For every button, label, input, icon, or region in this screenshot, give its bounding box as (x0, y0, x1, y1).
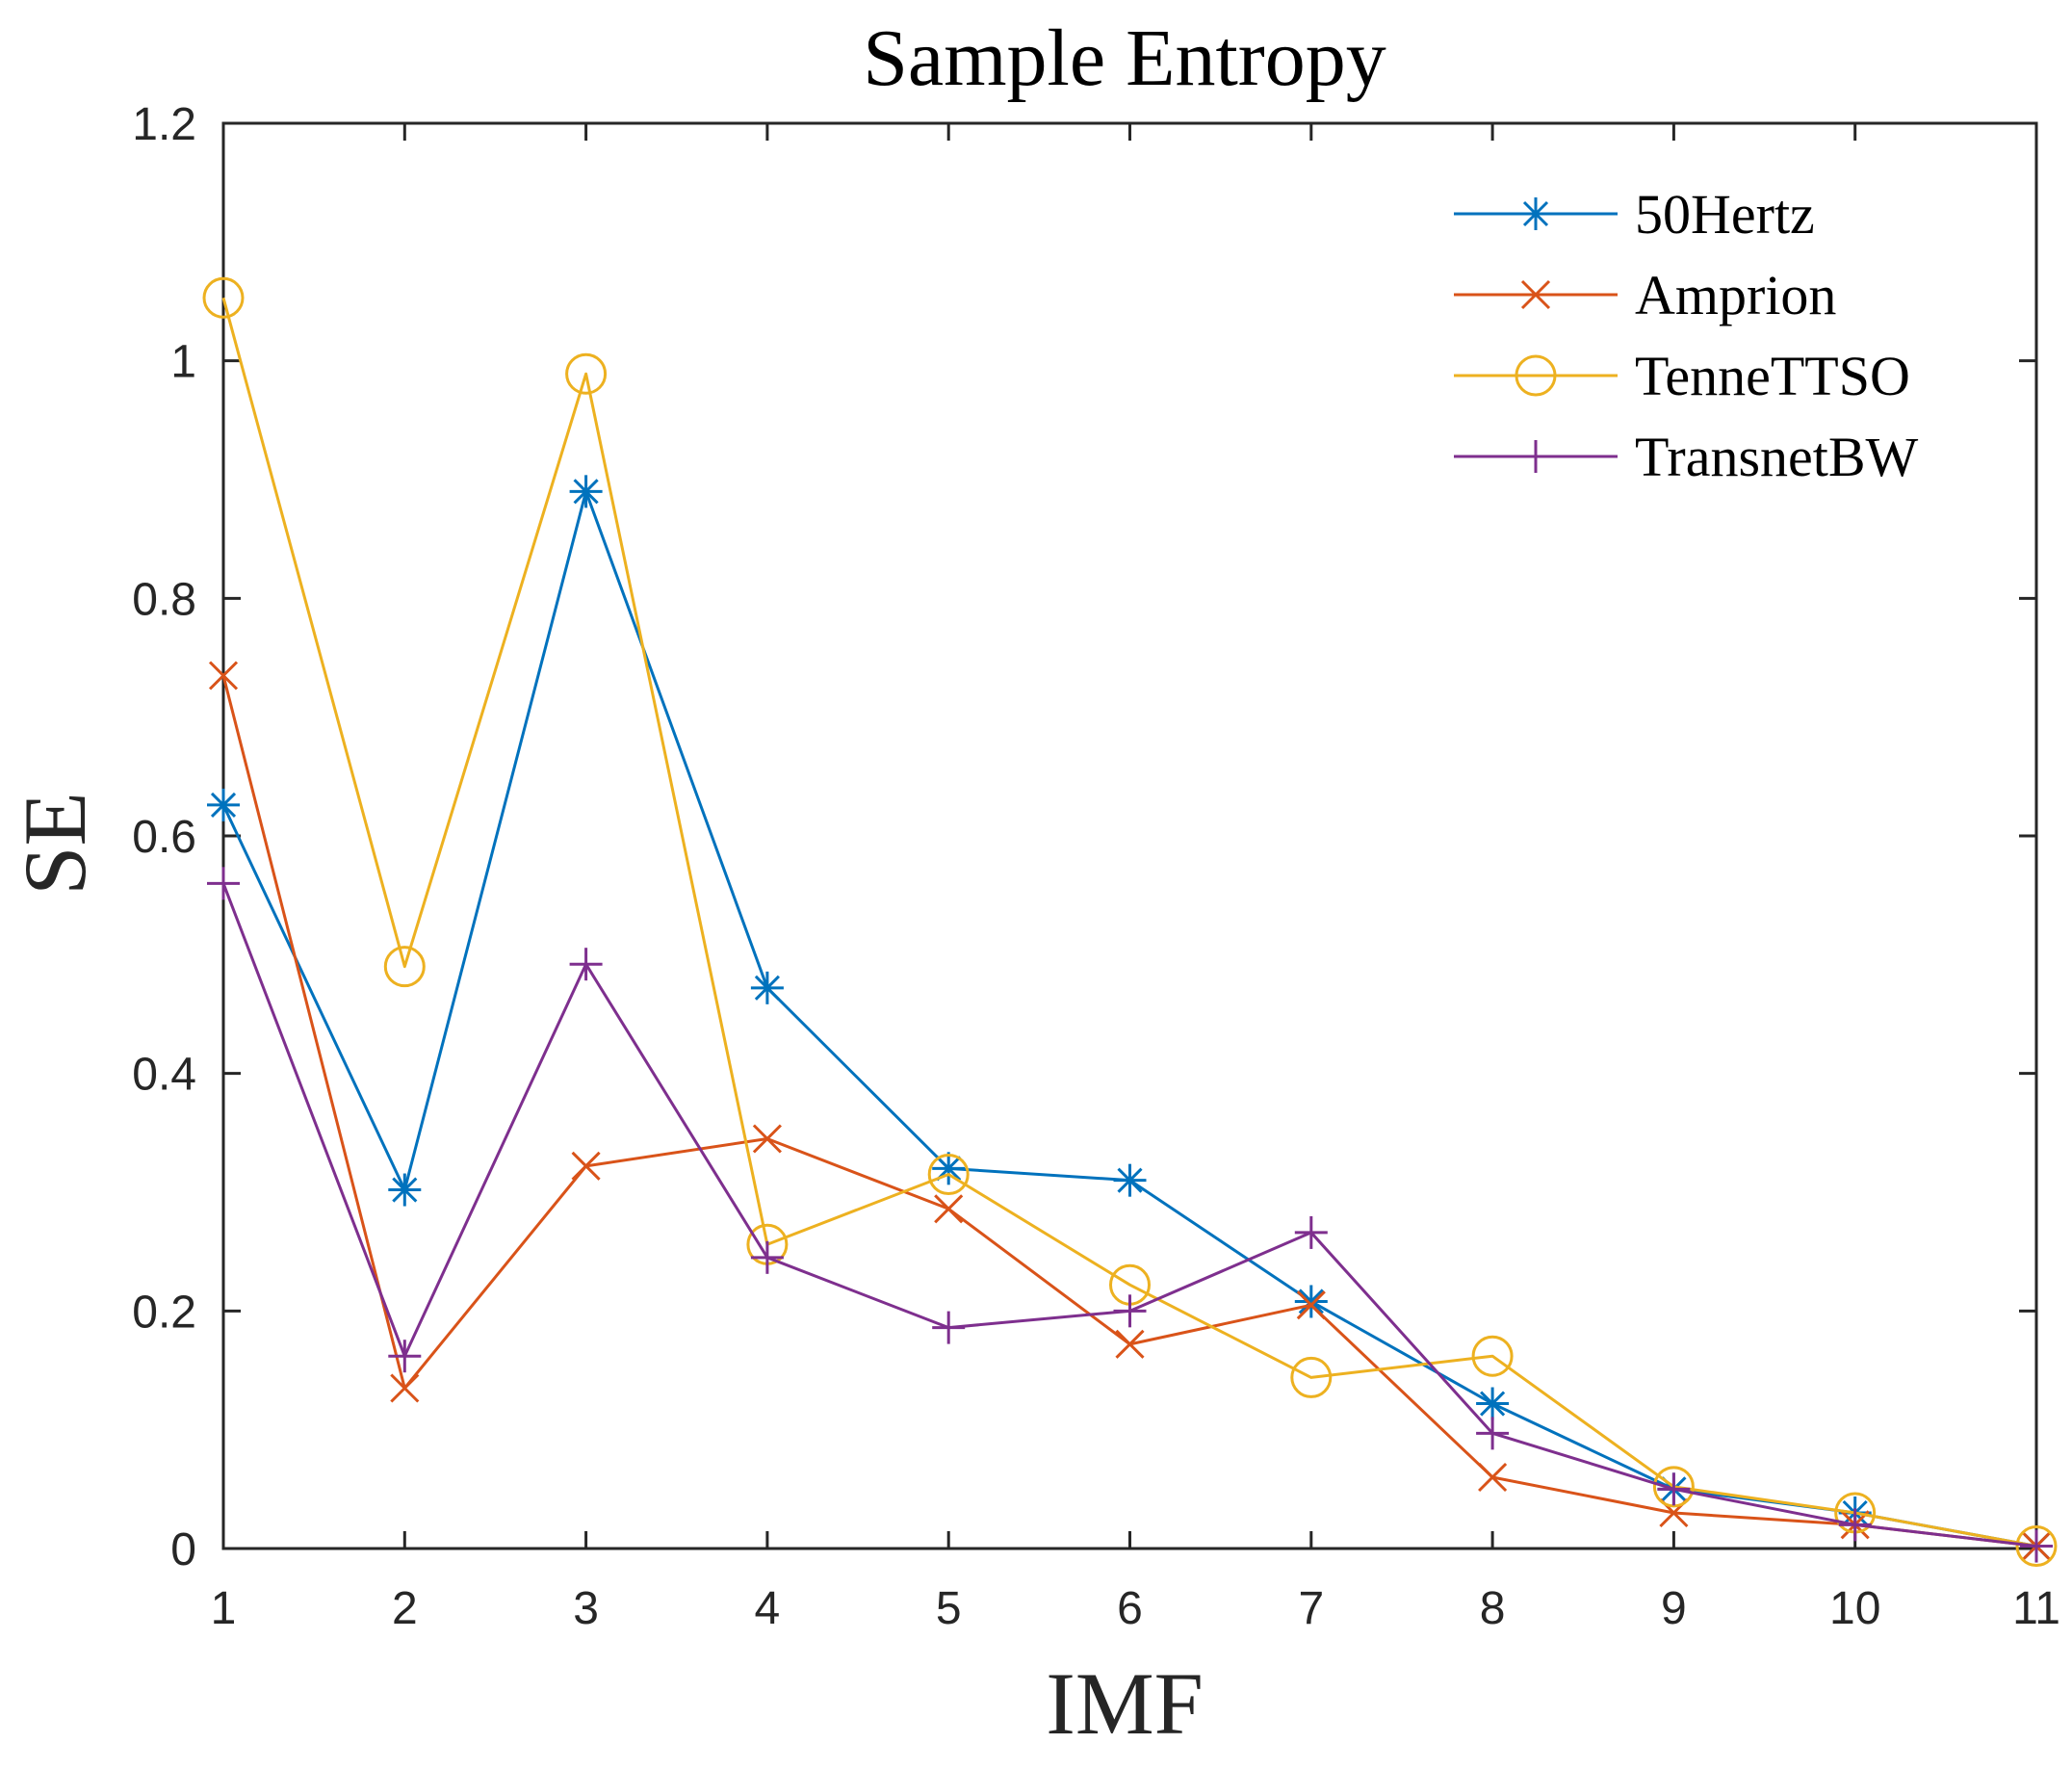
data-point-amprion (752, 1124, 782, 1154)
legend-marker-50hertz (1519, 197, 1552, 230)
data-point-amprion (390, 1373, 420, 1403)
data-point-tennettso (1652, 1466, 1695, 1508)
legend-label-tennettso: TenneTTSO (1635, 345, 1910, 407)
y-tick-label: 0.2 (132, 1287, 196, 1338)
data-point-50hertz (388, 1173, 422, 1207)
legend-marker-transnetbw (1519, 440, 1552, 473)
data-point-50hertz (750, 971, 784, 1004)
x-tick-label: 1 (211, 1583, 237, 1634)
data-point-50hertz (207, 788, 240, 821)
x-tick-label: 2 (392, 1583, 418, 1634)
y-tick-label: 0.4 (132, 1050, 196, 1101)
x-tick-label: 10 (1829, 1583, 1880, 1634)
data-point-amprion (1296, 1290, 1326, 1320)
data-point-tennettso (927, 1154, 970, 1195)
series-line-tennettso (221, 297, 2037, 1549)
x-tick-label: 6 (1117, 1583, 1143, 1634)
y-tick-label: 0.6 (132, 812, 196, 863)
data-point-transnetbw (207, 867, 240, 900)
data-point-amprion (208, 661, 239, 690)
x-tick-label: 11 (2012, 1583, 2060, 1634)
legend-label-50hertz: 50Hertz (1635, 183, 1815, 246)
x-tick-label: 8 (1480, 1583, 1506, 1634)
data-point-tennettso (2015, 1525, 2058, 1568)
data-point-transnetbw (2020, 1529, 2053, 1563)
data-point-transnetbw (1294, 1215, 1328, 1249)
legend-marker-tennettso (1515, 354, 1557, 397)
y-tick-label: 1.2 (132, 99, 196, 150)
data-point-amprion (571, 1151, 601, 1181)
data-point-transnetbw (750, 1240, 784, 1274)
data-point-tennettso (1471, 1335, 1514, 1377)
chart-title: Sample Entropy (863, 13, 1386, 103)
x-tick-label: 4 (755, 1583, 781, 1634)
series-group (202, 276, 2058, 1568)
x-tick-label: 9 (1661, 1583, 1687, 1634)
x-tick-label: 5 (936, 1583, 962, 1634)
data-point-transnetbw (388, 1340, 422, 1373)
y-axis-label: SE (6, 792, 104, 895)
legend-marker-amprion (1520, 279, 1551, 310)
data-point-amprion (1478, 1462, 1508, 1493)
data-point-50hertz (569, 475, 603, 508)
data-point-transnetbw (1838, 1508, 1872, 1542)
data-point-transnetbw (569, 948, 603, 981)
data-point-transnetbw (1657, 1472, 1691, 1506)
legend: 50Hertz Amprion TenneTTSO TransnetBW (1454, 183, 1919, 488)
data-point-50hertz (1476, 1387, 1510, 1420)
data-point-amprion (1115, 1329, 1145, 1359)
y-tick-label: 0 (170, 1524, 196, 1575)
x-tick-label: 7 (1298, 1583, 1324, 1634)
x-axis-label: IMF (1046, 1654, 1204, 1753)
y-tick-label: 0.8 (132, 574, 196, 625)
ticks-group: 1 2 3 4 5 6 7 8 9 10 11 0 0.2 0.4 0.6 0.8 1 1.2 (132, 99, 2060, 1634)
data-point-transnetbw (1113, 1294, 1147, 1328)
legend-label-amprion: Amprion (1635, 264, 1836, 326)
data-point-50hertz (1294, 1285, 1328, 1318)
x-tick-label: 3 (573, 1583, 599, 1634)
data-point-tennettso (202, 276, 245, 319)
legend-label-transnetbw: TransnetBW (1635, 426, 1919, 488)
data-point-50hertz (1113, 1163, 1147, 1197)
data-point-tennettso (383, 946, 426, 988)
y-tick-label: 1 (170, 337, 196, 388)
data-point-transnetbw (932, 1311, 966, 1344)
data-point-amprion (934, 1194, 964, 1224)
data-point-tennettso (1290, 1356, 1333, 1398)
data-point-transnetbw (1476, 1417, 1510, 1450)
data-point-tennettso (565, 352, 608, 395)
